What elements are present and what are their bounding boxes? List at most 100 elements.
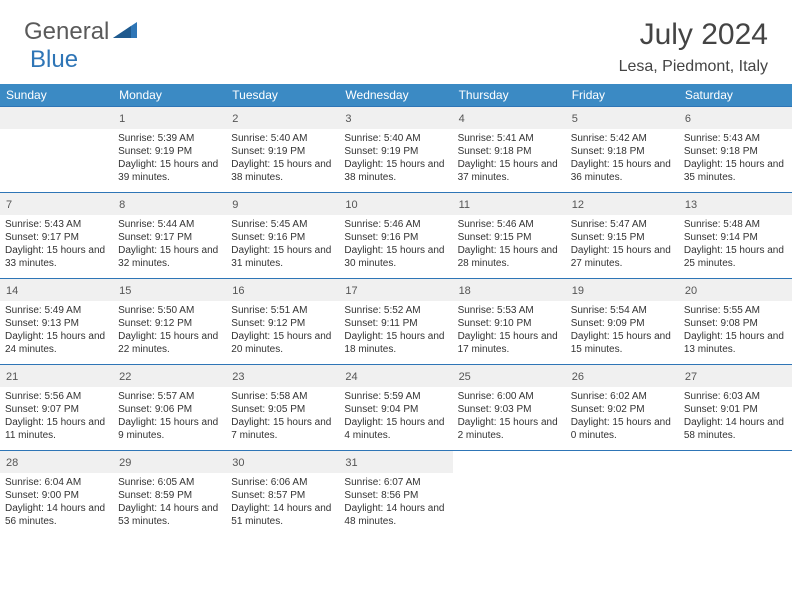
day-number: 4 xyxy=(459,113,465,125)
sunrise-line: Sunrise: 5:43 AM xyxy=(5,218,108,231)
sunrise-line: Sunrise: 6:07 AM xyxy=(344,476,447,489)
sunrise-line: Sunrise: 5:39 AM xyxy=(118,132,221,145)
daylight-line: Daylight: 15 hours and 2 minutes. xyxy=(458,416,561,442)
calendar-cell: 10Sunrise: 5:46 AMSunset: 9:16 PMDayligh… xyxy=(339,193,452,279)
cell-body: Sunrise: 5:47 AMSunset: 9:15 PMDaylight:… xyxy=(566,215,679,274)
cell-body: Sunrise: 5:59 AMSunset: 9:04 PMDaylight:… xyxy=(339,387,452,446)
sunrise-line: Sunrise: 5:55 AM xyxy=(684,304,787,317)
sunset-line: Sunset: 9:15 PM xyxy=(458,231,561,244)
daynum-row: 23 xyxy=(226,365,339,387)
logo-text-blue: Blue xyxy=(30,46,78,73)
calendar-row: 14Sunrise: 5:49 AMSunset: 9:13 PMDayligh… xyxy=(0,279,792,365)
daylight-line: Daylight: 14 hours and 56 minutes. xyxy=(5,502,108,528)
location-text: Lesa, Piedmont, Italy xyxy=(619,58,768,76)
calendar-cell: 29Sunrise: 6:05 AMSunset: 8:59 PMDayligh… xyxy=(113,451,226,537)
daylight-line: Daylight: 15 hours and 32 minutes. xyxy=(118,244,221,270)
day-number: 30 xyxy=(232,457,244,469)
day-number: 20 xyxy=(685,285,697,297)
daylight-line: Daylight: 14 hours and 58 minutes. xyxy=(684,416,787,442)
sunrise-line: Sunrise: 5:57 AM xyxy=(118,390,221,403)
daynum-row: 17 xyxy=(339,279,452,301)
cell-body: Sunrise: 5:55 AMSunset: 9:08 PMDaylight:… xyxy=(679,301,792,360)
calendar-cell: 27Sunrise: 6:03 AMSunset: 9:01 PMDayligh… xyxy=(679,365,792,451)
daylight-line: Daylight: 15 hours and 35 minutes. xyxy=(684,158,787,184)
sunset-line: Sunset: 8:59 PM xyxy=(118,489,221,502)
daynum-row: 7 xyxy=(0,193,113,215)
calendar-cell: 13Sunrise: 5:48 AMSunset: 9:14 PMDayligh… xyxy=(679,193,792,279)
cell-body: Sunrise: 6:07 AMSunset: 8:56 PMDaylight:… xyxy=(339,473,452,532)
weekday-header: Wednesday xyxy=(339,84,452,107)
weekday-header: Saturday xyxy=(679,84,792,107)
sunrise-line: Sunrise: 5:48 AM xyxy=(684,218,787,231)
daynum-row: 21 xyxy=(0,365,113,387)
day-number: 23 xyxy=(232,371,244,383)
calendar-cell: 4 Sunrise: 5:41 AMSunset: 9:18 PMDaylight… xyxy=(453,107,566,193)
sunrise-line: Sunrise: 5:56 AM xyxy=(5,390,108,403)
cell-body: Sunrise: 6:03 AMSunset: 9:01 PMDaylight:… xyxy=(679,387,792,446)
calendar-cell xyxy=(566,451,679,537)
cell-body: Sunrise: 5:58 AMSunset: 9:05 PMDaylight:… xyxy=(226,387,339,446)
logo-sub: Blue xyxy=(30,46,78,74)
sunset-line: Sunset: 9:16 PM xyxy=(344,231,447,244)
day-number: 29 xyxy=(119,457,131,469)
sunset-line: Sunset: 9:16 PM xyxy=(231,231,334,244)
calendar-cell: 16Sunrise: 5:51 AMSunset: 9:12 PMDayligh… xyxy=(226,279,339,365)
daynum-row: 20 xyxy=(679,279,792,301)
day-number: 31 xyxy=(345,457,357,469)
sunrise-line: Sunrise: 5:58 AM xyxy=(231,390,334,403)
daylight-line: Daylight: 15 hours and 15 minutes. xyxy=(571,330,674,356)
sunset-line: Sunset: 9:15 PM xyxy=(571,231,674,244)
sunrise-line: Sunrise: 5:47 AM xyxy=(571,218,674,231)
sunrise-line: Sunrise: 5:42 AM xyxy=(571,132,674,145)
calendar-cell: 12Sunrise: 5:47 AMSunset: 9:15 PMDayligh… xyxy=(566,193,679,279)
cell-body: Sunrise: 5:45 AMSunset: 9:16 PMDaylight:… xyxy=(226,215,339,274)
sunrise-line: Sunrise: 6:04 AM xyxy=(5,476,108,489)
day-number: 7 xyxy=(6,199,12,211)
sunset-line: Sunset: 9:18 PM xyxy=(458,145,561,158)
sunset-line: Sunset: 9:04 PM xyxy=(344,403,447,416)
cell-body: Sunrise: 5:40 AMSunset: 9:19 PMDaylight:… xyxy=(226,129,339,188)
daylight-line: Daylight: 15 hours and 24 minutes. xyxy=(5,330,108,356)
cell-body: Sunrise: 5:48 AMSunset: 9:14 PMDaylight:… xyxy=(679,215,792,274)
day-number: 8 xyxy=(119,199,125,211)
sunrise-line: Sunrise: 5:59 AM xyxy=(344,390,447,403)
calendar-cell: 20 Sunrise: 5:55 AMSunset: 9:08 PMDayligh… xyxy=(679,279,792,365)
cell-body: Sunrise: 5:46 AMSunset: 9:15 PMDaylight:… xyxy=(453,215,566,274)
logo-text-general: General xyxy=(24,18,109,46)
calendar-cell: 19Sunrise: 5:54 AMSunset: 9:09 PMDayligh… xyxy=(566,279,679,365)
sunrise-line: Sunrise: 6:06 AM xyxy=(231,476,334,489)
sunset-line: Sunset: 9:14 PM xyxy=(684,231,787,244)
daylight-line: Daylight: 15 hours and 7 minutes. xyxy=(231,416,334,442)
sunset-line: Sunset: 9:18 PM xyxy=(684,145,787,158)
sunset-line: Sunset: 9:11 PM xyxy=(344,317,447,330)
day-number: 3 xyxy=(345,113,351,125)
cell-body: Sunrise: 5:43 AMSunset: 9:17 PMDaylight:… xyxy=(0,215,113,274)
daylight-line: Daylight: 14 hours and 53 minutes. xyxy=(118,502,221,528)
cell-body: Sunrise: 5:46 AMSunset: 9:16 PMDaylight:… xyxy=(339,215,452,274)
calendar-cell: 9Sunrise: 5:45 AMSunset: 9:16 PMDaylight… xyxy=(226,193,339,279)
calendar-cell: 31 Sunrise: 6:07 AMSunset: 8:56 PMDayligh… xyxy=(339,451,452,537)
daynum-row: 2 xyxy=(226,107,339,129)
cell-body: Sunrise: 5:50 AMSunset: 9:12 PMDaylight:… xyxy=(113,301,226,360)
sunset-line: Sunset: 9:10 PM xyxy=(458,317,561,330)
sunrise-line: Sunrise: 6:00 AM xyxy=(458,390,561,403)
daynum-row: 29 xyxy=(113,451,226,473)
weekday-header: Tuesday xyxy=(226,84,339,107)
daylight-line: Daylight: 15 hours and 4 minutes. xyxy=(344,416,447,442)
calendar-cell: 7 Sunrise: 5:43 AMSunset: 9:17 PMDaylight… xyxy=(0,193,113,279)
sunset-line: Sunset: 9:00 PM xyxy=(5,489,108,502)
weekday-header: Thursday xyxy=(453,84,566,107)
daynum-row: 14 xyxy=(0,279,113,301)
calendar-cell: 8Sunrise: 5:44 AMSunset: 9:17 PMDaylight… xyxy=(113,193,226,279)
sunrise-line: Sunrise: 5:41 AM xyxy=(458,132,561,145)
cell-body: Sunrise: 5:41 AMSunset: 9:18 PMDaylight:… xyxy=(453,129,566,188)
daylight-line: Daylight: 15 hours and 17 minutes. xyxy=(458,330,561,356)
sunrise-line: Sunrise: 5:45 AM xyxy=(231,218,334,231)
day-number: 24 xyxy=(345,371,357,383)
sunset-line: Sunset: 8:56 PM xyxy=(344,489,447,502)
daynum-row: 9 xyxy=(226,193,339,215)
sunset-line: Sunset: 9:09 PM xyxy=(571,317,674,330)
daynum-row-empty xyxy=(0,107,113,129)
sunset-line: Sunset: 9:01 PM xyxy=(684,403,787,416)
daylight-line: Daylight: 15 hours and 11 minutes. xyxy=(5,416,108,442)
